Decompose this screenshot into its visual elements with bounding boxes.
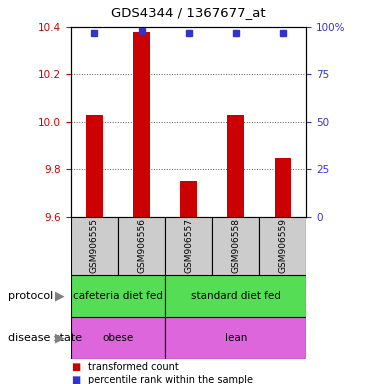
Text: disease state: disease state [8, 333, 82, 343]
FancyBboxPatch shape [71, 317, 165, 359]
Text: ■: ■ [71, 375, 80, 384]
Text: obese: obese [102, 333, 134, 343]
FancyBboxPatch shape [212, 217, 259, 275]
Text: transformed count: transformed count [88, 362, 179, 372]
Text: cafeteria diet fed: cafeteria diet fed [73, 291, 163, 301]
Text: GSM906558: GSM906558 [231, 218, 240, 273]
Text: protocol: protocol [8, 291, 53, 301]
FancyBboxPatch shape [165, 317, 306, 359]
Bar [86, 115, 103, 217]
Bar [180, 181, 197, 217]
Bar [275, 157, 291, 217]
Text: GSM906559: GSM906559 [278, 218, 287, 273]
Text: percentile rank within the sample: percentile rank within the sample [88, 375, 253, 384]
Text: GSM906557: GSM906557 [184, 218, 193, 273]
FancyBboxPatch shape [118, 217, 165, 275]
FancyBboxPatch shape [71, 275, 165, 317]
Text: lean: lean [224, 333, 247, 343]
Bar [133, 31, 150, 217]
Text: ■: ■ [71, 362, 80, 372]
Text: standard diet fed: standard diet fed [191, 291, 281, 301]
Text: GSM906555: GSM906555 [90, 218, 99, 273]
Text: ▶: ▶ [54, 331, 64, 344]
FancyBboxPatch shape [165, 275, 306, 317]
FancyBboxPatch shape [71, 217, 118, 275]
FancyBboxPatch shape [259, 217, 306, 275]
Bar [228, 115, 244, 217]
Text: GSM906556: GSM906556 [137, 218, 146, 273]
Text: ▶: ▶ [54, 289, 64, 302]
Text: GDS4344 / 1367677_at: GDS4344 / 1367677_at [111, 6, 266, 19]
FancyBboxPatch shape [165, 217, 212, 275]
